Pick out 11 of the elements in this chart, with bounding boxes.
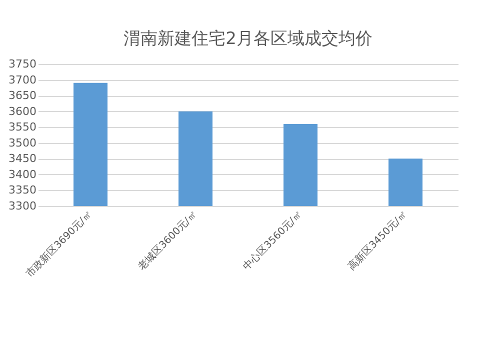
y-tick-label: 3750 <box>8 58 36 70</box>
chart-title: 渭南新建住宅2月各区域成交均价 <box>124 29 372 49</box>
y-tick-label: 3450 <box>8 152 36 166</box>
y-tick-label: 3350 <box>8 184 36 197</box>
y-tick-label: 3700 <box>8 73 36 86</box>
y-tick-label: 3400 <box>8 168 36 181</box>
y-tick-label: 3550 <box>8 120 36 134</box>
y-tick-label: 3650 <box>8 89 36 102</box>
y-tick-label: 3500 <box>8 136 36 150</box>
y-tick-label: 3300 <box>8 200 36 212</box>
y-tick-label: 3600 <box>8 104 36 118</box>
